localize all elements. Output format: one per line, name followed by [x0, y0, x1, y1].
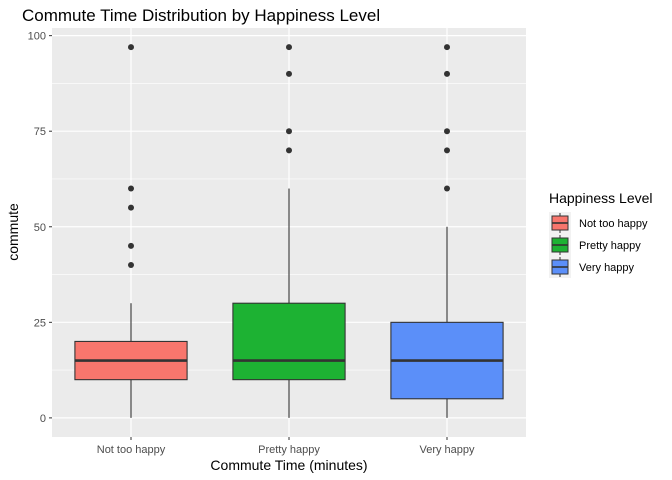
outlier-point: [128, 44, 134, 51]
outlier-point: [286, 44, 292, 51]
x-axis-ticks: Not too happy Pretty happy Very happy: [97, 437, 475, 456]
box: [232, 302, 346, 381]
legend-key: [549, 256, 571, 278]
x-tick-label: Not too happy: [97, 444, 166, 456]
outlier-point: [444, 185, 450, 192]
y-tick-label: 25: [34, 317, 46, 329]
box-group: [390, 44, 504, 418]
x-axis-title: Commute Time (minutes): [210, 457, 367, 473]
y-axis-ticks: 0 25 50 75 100: [28, 31, 52, 425]
legend-label: Not too happy: [579, 218, 648, 230]
outlier-point: [286, 128, 292, 135]
y-tick-label: 100: [28, 31, 46, 43]
outlier-point: [128, 261, 134, 268]
legend-label: Pretty happy: [579, 240, 641, 252]
y-tick-label: 0: [40, 413, 46, 425]
y-tick-label: 50: [34, 222, 46, 234]
outlier-point: [444, 70, 450, 77]
x-tick-label: Pretty happy: [258, 444, 320, 456]
outlier-point: [444, 128, 450, 135]
chart-title: Commute Time Distribution by Happiness L…: [22, 6, 380, 25]
outlier-point: [444, 44, 450, 51]
legend: Happiness Level Not too happy Pretty happ…: [549, 190, 653, 278]
legend-key: [549, 212, 571, 234]
outlier-point: [286, 147, 292, 154]
legend-title: Happiness Level: [549, 190, 653, 206]
outlier-point: [128, 242, 134, 249]
y-tick-label: 75: [34, 126, 46, 138]
box-group: [74, 44, 188, 418]
legend-key: [549, 234, 571, 256]
outlier-point: [444, 147, 450, 154]
legend-label: Very happy: [579, 262, 635, 274]
x-tick-label: Very happy: [419, 444, 475, 456]
outlier-point: [128, 204, 134, 211]
box-series: [74, 44, 504, 418]
box-group: [232, 44, 346, 418]
outlier-point: [286, 70, 292, 77]
outlier-point: [128, 185, 134, 192]
y-axis-title: commute: [5, 203, 21, 261]
